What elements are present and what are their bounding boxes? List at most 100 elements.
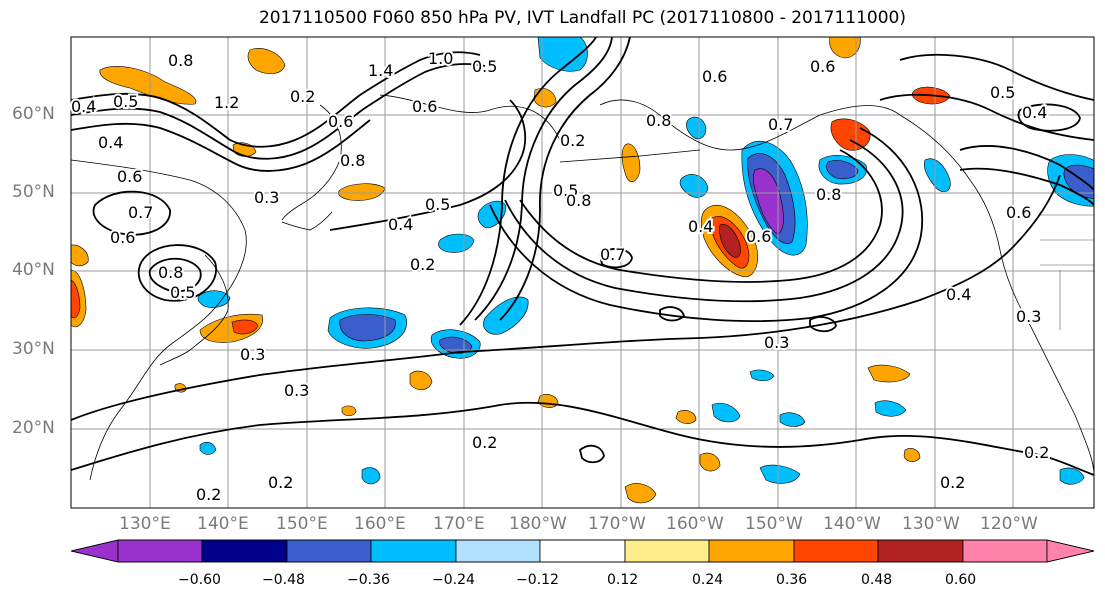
contour-jet-3 bbox=[459, 37, 597, 326]
anomaly-positive-mid-1 bbox=[338, 183, 386, 201]
colorbar-tick-label: −0.24 bbox=[432, 572, 475, 588]
contour-0.3-mid bbox=[71, 174, 1061, 421]
contour-label: 0.2 bbox=[560, 131, 585, 150]
anomaly-negative-small-1 bbox=[197, 290, 231, 308]
map-panel bbox=[71, 37, 1094, 508]
contour-northwest-2 bbox=[71, 63, 486, 160]
contour-label: 0.6 bbox=[746, 227, 771, 246]
graticule bbox=[71, 37, 1094, 508]
anomaly-positive-small-8 bbox=[341, 405, 357, 417]
map-frame bbox=[70, 36, 1095, 509]
colorbar-segment bbox=[455, 539, 541, 563]
coastline-north-america bbox=[969, 179, 1094, 476]
coastline-kamchatka bbox=[281, 104, 342, 221]
anomaly-positive-nw bbox=[99, 66, 197, 105]
contour-label: 0.4 bbox=[946, 285, 971, 304]
contour-label: 0.4 bbox=[688, 217, 713, 236]
colorbar-segment bbox=[117, 539, 203, 563]
lon-label-130e: 130°E bbox=[119, 514, 171, 534]
contour-small-2 bbox=[809, 316, 837, 333]
anomaly-negative-small-3 bbox=[779, 412, 806, 427]
anomaly-negative-arctic bbox=[537, 37, 588, 72]
lon-label-170e: 170°E bbox=[433, 514, 485, 534]
contour-oval-3 bbox=[92, 190, 171, 236]
contour-northwest-1 bbox=[71, 51, 481, 148]
colorbar-tick-label: −0.12 bbox=[516, 572, 559, 588]
contour-label: 0.3 bbox=[1016, 307, 1041, 326]
contour-ne-2 bbox=[879, 93, 1094, 141]
colorbar-tick-label: 0.36 bbox=[776, 572, 808, 588]
contour-label: 0.2 bbox=[410, 255, 435, 274]
contour-label: 0.3 bbox=[764, 333, 789, 352]
colorbar-segment bbox=[1046, 539, 1095, 563]
anomaly-negative-central-5 bbox=[438, 233, 475, 253]
contour-label: 0.2 bbox=[290, 87, 315, 106]
colorbar-segment bbox=[286, 539, 372, 563]
contour-label: 0.5 bbox=[472, 57, 497, 76]
contour-loop-1 bbox=[519, 149, 883, 283]
contour-label: 0.2 bbox=[940, 473, 965, 492]
anomaly-positive-west-edge-2 bbox=[71, 244, 89, 267]
colorbar-tick-label: 0.24 bbox=[692, 572, 724, 588]
anomaly-positive-gulf-alaska-peak bbox=[719, 224, 741, 258]
colorbar bbox=[70, 539, 1095, 563]
contour-label: 0.5 bbox=[553, 181, 578, 200]
lon-label-150w: 150°W bbox=[745, 514, 803, 534]
contour-small-1 bbox=[578, 444, 605, 464]
anomaly-negative-small-8 bbox=[361, 467, 381, 485]
colorbar-segment bbox=[962, 539, 1048, 563]
contour-label: 0.7 bbox=[600, 245, 625, 264]
coastline-aleutians bbox=[559, 149, 701, 163]
lat-label-50n: 50°N bbox=[12, 182, 55, 202]
contour-ne-3 bbox=[959, 145, 1094, 191]
anomaly-positive-kamchatka bbox=[533, 88, 557, 108]
colorbar-tick-label: 0.12 bbox=[607, 572, 639, 588]
anomaly-positive-small-4 bbox=[699, 452, 721, 472]
pv-contours bbox=[71, 37, 1094, 476]
lon-label-150e: 150°E bbox=[276, 514, 328, 534]
contour-oval-2 bbox=[137, 244, 218, 302]
contour-label: 0.4 bbox=[388, 215, 413, 234]
contour-0.2-south bbox=[71, 401, 1094, 476]
contour-ne-oval bbox=[1017, 103, 1081, 132]
coastline-siberia bbox=[379, 94, 561, 141]
colorbar-tick-label: 0.48 bbox=[861, 572, 893, 588]
lon-label-130w: 130°W bbox=[902, 514, 960, 534]
anomaly-positive-japan-core bbox=[231, 319, 259, 335]
contour-label: 0.6 bbox=[1006, 203, 1031, 222]
anomaly-positive-small-7 bbox=[675, 410, 697, 424]
contour-label: 1.0 bbox=[428, 49, 453, 68]
anomaly-positive-small-1 bbox=[409, 370, 433, 391]
contour-label: 0.8 bbox=[566, 191, 591, 210]
anomaly-negative-small-6 bbox=[749, 369, 775, 382]
contour-label: 0.8 bbox=[340, 151, 365, 170]
colorbar-segment bbox=[877, 539, 964, 563]
colorbar-tick-label: 0.60 bbox=[945, 572, 977, 588]
anomaly-positive-small-5 bbox=[867, 364, 911, 383]
contour-oval-1 bbox=[148, 257, 202, 293]
anomaly-positive-okhotsk bbox=[247, 48, 286, 74]
colorbar-segment bbox=[70, 539, 119, 563]
contour-labels: 0.8 1.4 1.0 0.5 0.4 0.5 0.4 0.6 0.7 1.2 … bbox=[69, 47, 1051, 506]
contour-label: 0.8 bbox=[158, 263, 183, 282]
colorbar-tick-label: −0.48 bbox=[262, 572, 305, 588]
lon-label-160e: 160°E bbox=[354, 514, 406, 534]
contour-label: 0.2 bbox=[1024, 443, 1049, 462]
anomaly-shading bbox=[71, 37, 1094, 504]
colorbar-segment bbox=[201, 539, 288, 563]
colorbar-segment bbox=[539, 539, 626, 563]
contour-label: 0.2 bbox=[196, 485, 221, 504]
contour-label: 0.6 bbox=[702, 67, 727, 86]
contour-small-3 bbox=[659, 306, 685, 322]
contour-label: 0.4 bbox=[71, 97, 96, 116]
contour-label: 0.6 bbox=[810, 57, 835, 76]
contour-loop-3 bbox=[489, 127, 924, 322]
coastlines bbox=[71, 94, 1094, 481]
colorbar-tick-label: −0.60 bbox=[178, 572, 221, 588]
contour-ne-4 bbox=[959, 167, 1094, 206]
colorbar-segment bbox=[793, 539, 879, 563]
contour-label: 0.6 bbox=[110, 228, 135, 247]
lon-label-140e: 140°E bbox=[197, 514, 249, 534]
anomaly-positive-small-3 bbox=[624, 483, 657, 504]
